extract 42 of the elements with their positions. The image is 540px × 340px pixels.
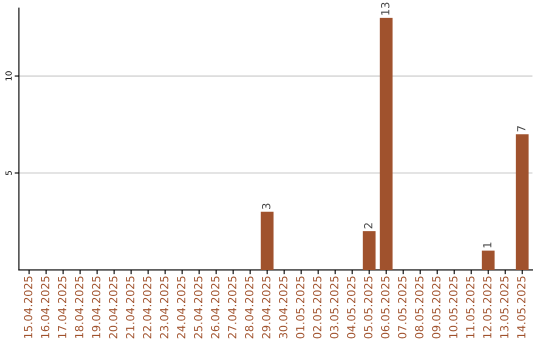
x-tick-label: 23.04.2025 bbox=[160, 276, 168, 338]
x-tick-label: 15.04.2025 bbox=[24, 276, 32, 338]
x-tick-label: 07.05.2025 bbox=[398, 276, 406, 338]
x-tick-label: 12.05.2025 bbox=[483, 276, 492, 338]
data-label: 1 bbox=[483, 242, 492, 248]
x-tick-label: 09.05.2025 bbox=[432, 276, 440, 338]
x-tick-label: 29.04.2025 bbox=[262, 276, 270, 338]
bar bbox=[482, 250, 495, 270]
x-tick-label: 27.04.2025 bbox=[228, 276, 236, 338]
y-tick-label: 5 bbox=[6, 171, 12, 176]
x-tick-label: 17.04.2025 bbox=[58, 276, 66, 338]
x-tick-label: 21.04.2025 bbox=[126, 276, 134, 338]
x-tick-label: 18.04.2025 bbox=[74, 276, 84, 338]
x-tick-label: 26.04.2025 bbox=[210, 276, 220, 338]
x-tick-label: 14.05.2025 bbox=[517, 276, 526, 338]
x-tick-label: 16.04.2025 bbox=[40, 276, 50, 338]
x-tick-label: 30.04.2025 bbox=[278, 276, 288, 338]
bar bbox=[380, 18, 393, 270]
x-tick-label: 22.04.2025 bbox=[142, 276, 152, 338]
x-tick-label: 20.04.2025 bbox=[108, 276, 118, 338]
bar bbox=[516, 134, 529, 270]
data-label: 2 bbox=[364, 223, 372, 228]
data-label: 7 bbox=[517, 126, 526, 132]
bar bbox=[260, 212, 274, 270]
x-tick-label: 10.05.2025 bbox=[449, 276, 458, 338]
x-tick-label: 01.05.2025 bbox=[296, 276, 304, 338]
x-tick-label: 19.04.2025 bbox=[92, 276, 100, 338]
y-tick-label: 10 bbox=[5, 71, 12, 80]
data-label: 13 bbox=[381, 2, 390, 15]
x-tick-label: 02.05.2025 bbox=[313, 276, 322, 338]
x-tick-label: 13.05.2025 bbox=[500, 276, 508, 338]
x-tick-label: 08.05.2025 bbox=[415, 276, 424, 338]
x-tick-label: 06.05.2025 bbox=[381, 276, 390, 338]
data-label: 3 bbox=[262, 204, 270, 209]
x-tick-label: 28.04.2025 bbox=[244, 276, 254, 338]
x-tick-label: 24.04.2025 bbox=[176, 276, 186, 338]
x-tick-label: 25.04.2025 bbox=[194, 276, 202, 338]
bar bbox=[362, 231, 376, 270]
x-tick-label: 05.05.2025 bbox=[364, 276, 372, 338]
x-tick-label: 03.05.2025 bbox=[330, 276, 338, 338]
x-tick-label: 11.05.2025 bbox=[466, 276, 474, 338]
x-tick-label: 04.05.2025 bbox=[347, 276, 356, 338]
